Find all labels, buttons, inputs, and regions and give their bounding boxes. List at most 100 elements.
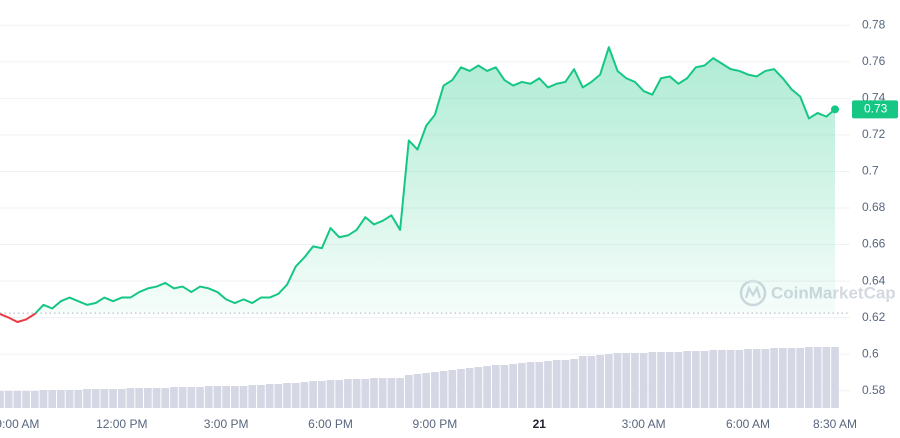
volume-bar [326,380,335,408]
y-tick-label: 0.68 [862,200,886,214]
volume-bar [239,386,248,408]
x-tick-label: 21 [533,417,547,431]
volume-bar [831,347,839,408]
volume-bar [552,360,561,408]
volume-bar [30,391,39,408]
volume-bar [474,367,483,408]
volume-bar [726,350,735,408]
volume-bar [596,355,605,408]
volume-bar [787,348,796,408]
volume-bar [683,351,691,408]
volume-bar [509,364,518,408]
volume-bar [570,359,578,408]
volume-bar [422,373,431,408]
y-tick-label: 0.6 [862,346,879,360]
x-tick-label: 9:00 PM [413,417,458,431]
volume-bar [378,378,387,408]
volume-bar [387,378,396,408]
y-tick-label: 0.78 [862,17,886,31]
volume-bar [813,347,822,408]
volume-bar [144,388,152,408]
volume-bar [100,389,109,408]
volume-bar [344,379,352,408]
volume-bar [805,347,813,408]
price-label-box [852,100,898,119]
volume-bar [161,388,170,408]
volume-bar [300,382,309,408]
volume-bar [605,354,613,408]
volume-bar [404,375,413,408]
volume-bar [361,379,370,408]
x-tick-label: 6:00 PM [308,417,353,431]
volume-bar [178,387,187,408]
volume-bar [778,348,787,408]
x-tick-label: 9:00 AM [0,417,39,431]
volume-bar [657,352,665,408]
volume-bar [39,390,48,408]
y-tick-label: 0.62 [862,310,886,324]
volume-bar [4,391,13,408]
volume-bar [796,348,805,408]
volume-bar [648,352,657,408]
volume-bar [561,360,570,408]
volume-bar [631,353,639,408]
volume-bar [187,387,196,408]
volume-bar [639,353,648,408]
price-label: 0.73 [864,101,888,115]
volume-bar [457,369,465,408]
volume-bar [117,389,126,408]
volume-bar [578,356,587,408]
volume-bar [752,349,761,408]
volume-bar [483,366,491,408]
y-tick-label: 0.58 [862,383,886,397]
x-tick-label: 12:00 PM [96,417,147,431]
volume-bar [57,390,65,408]
volume-bar [0,391,4,408]
x-tick-label: 3:00 AM [622,417,666,431]
last-price-dot [831,105,839,114]
volume-bar [317,381,326,408]
volume-bar [396,378,404,408]
x-tick-label: 8:30 AM [813,417,857,431]
volume-bar [439,371,448,408]
volume-bar [196,387,204,408]
volume-bar [691,351,700,408]
volume-bar [213,386,222,408]
volume-bar [257,385,265,408]
volume-bar [335,380,344,408]
y-tick-label: 0.66 [862,237,886,251]
y-tick-label: 0.64 [862,273,886,287]
volume-bar [248,385,257,408]
volume-bar [465,368,474,408]
price-line [0,46,836,314]
volume-bar [665,352,674,408]
volume-bar [170,387,178,408]
volume-bar [230,386,239,408]
y-tick-label: 0.72 [862,127,886,141]
volume-bar [518,363,526,408]
volume-bar [544,361,552,408]
volume-bar [491,365,500,408]
volume-bar [622,353,631,408]
y-tick-label: 0.76 [862,54,886,68]
volume-bar [587,356,596,408]
volume-bar [761,349,770,408]
volume-bar [735,350,744,408]
volume-bar [822,347,831,408]
volume-bar [91,389,100,408]
volume-bar [744,349,752,408]
volume-bar [109,389,117,408]
volume-bar [204,386,213,408]
volume-bar [535,362,544,408]
volume-bar [718,350,726,408]
volume-bar [500,365,509,408]
volume-bar [431,372,439,408]
volume-bar [709,350,718,408]
volume-bar [674,352,683,408]
volume-bar [22,391,30,408]
volume-bar [74,390,83,408]
volume-bar [309,381,317,408]
volume-bar [222,386,230,408]
volume-bar [48,390,57,408]
